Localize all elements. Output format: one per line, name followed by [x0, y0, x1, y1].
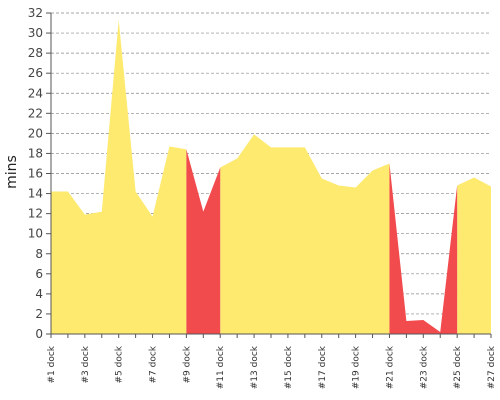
- x-tick-label: #7 dock: [149, 345, 159, 383]
- y-tick-label: 10: [28, 227, 43, 241]
- y-tick-label: 8: [35, 247, 43, 261]
- series-area: [220, 134, 390, 334]
- x-axis: #1 dock #3 dock #5 dock #7 dock #9 dock #11 d…: [47, 333, 497, 389]
- x-tick-label: #15 dock: [284, 345, 294, 389]
- series-area: [186, 149, 221, 334]
- y-tick-label: 28: [28, 46, 43, 60]
- y-tick-label: 18: [28, 146, 43, 160]
- series-area: [457, 177, 491, 334]
- x-tick-label: #11 dock: [216, 345, 226, 389]
- x-tick-label: #19 dock: [352, 345, 362, 389]
- x-tick-label: #21 dock: [385, 345, 395, 389]
- y-tick-label: 6: [35, 267, 43, 281]
- y-tick-label: 0: [35, 327, 43, 341]
- y-tick-label: 12: [28, 207, 43, 221]
- y-tick-label: 16: [28, 167, 43, 181]
- y-tick-label: 4: [35, 287, 43, 301]
- area-series: [51, 20, 491, 334]
- y-tick-label: 22: [28, 106, 43, 120]
- y-tick-label: 24: [28, 86, 43, 100]
- x-tick-label: #1 dock: [47, 345, 57, 383]
- x-tick-label: #17 dock: [318, 345, 328, 389]
- x-tick-label: #5 dock: [115, 345, 125, 383]
- y-tick-label: 30: [28, 26, 43, 40]
- x-tick-label: #3 dock: [81, 345, 91, 383]
- series-area: [51, 20, 187, 334]
- y-tick-label: 2: [35, 307, 43, 321]
- y-tick-label: 26: [28, 66, 43, 80]
- y-axis-label: mins: [4, 155, 20, 189]
- x-tick-label: #9 dock: [182, 345, 192, 383]
- y-tick-label: 14: [28, 187, 43, 201]
- series-area: [389, 163, 458, 334]
- y-tick-label: 32: [28, 6, 43, 20]
- x-tick-label: #23 dock: [419, 345, 429, 389]
- y-tick-label: 20: [28, 126, 43, 140]
- x-tick-label: #27 dock: [487, 345, 497, 389]
- x-tick-label: #25 dock: [453, 345, 463, 389]
- x-tick-label: #13 dock: [250, 345, 260, 389]
